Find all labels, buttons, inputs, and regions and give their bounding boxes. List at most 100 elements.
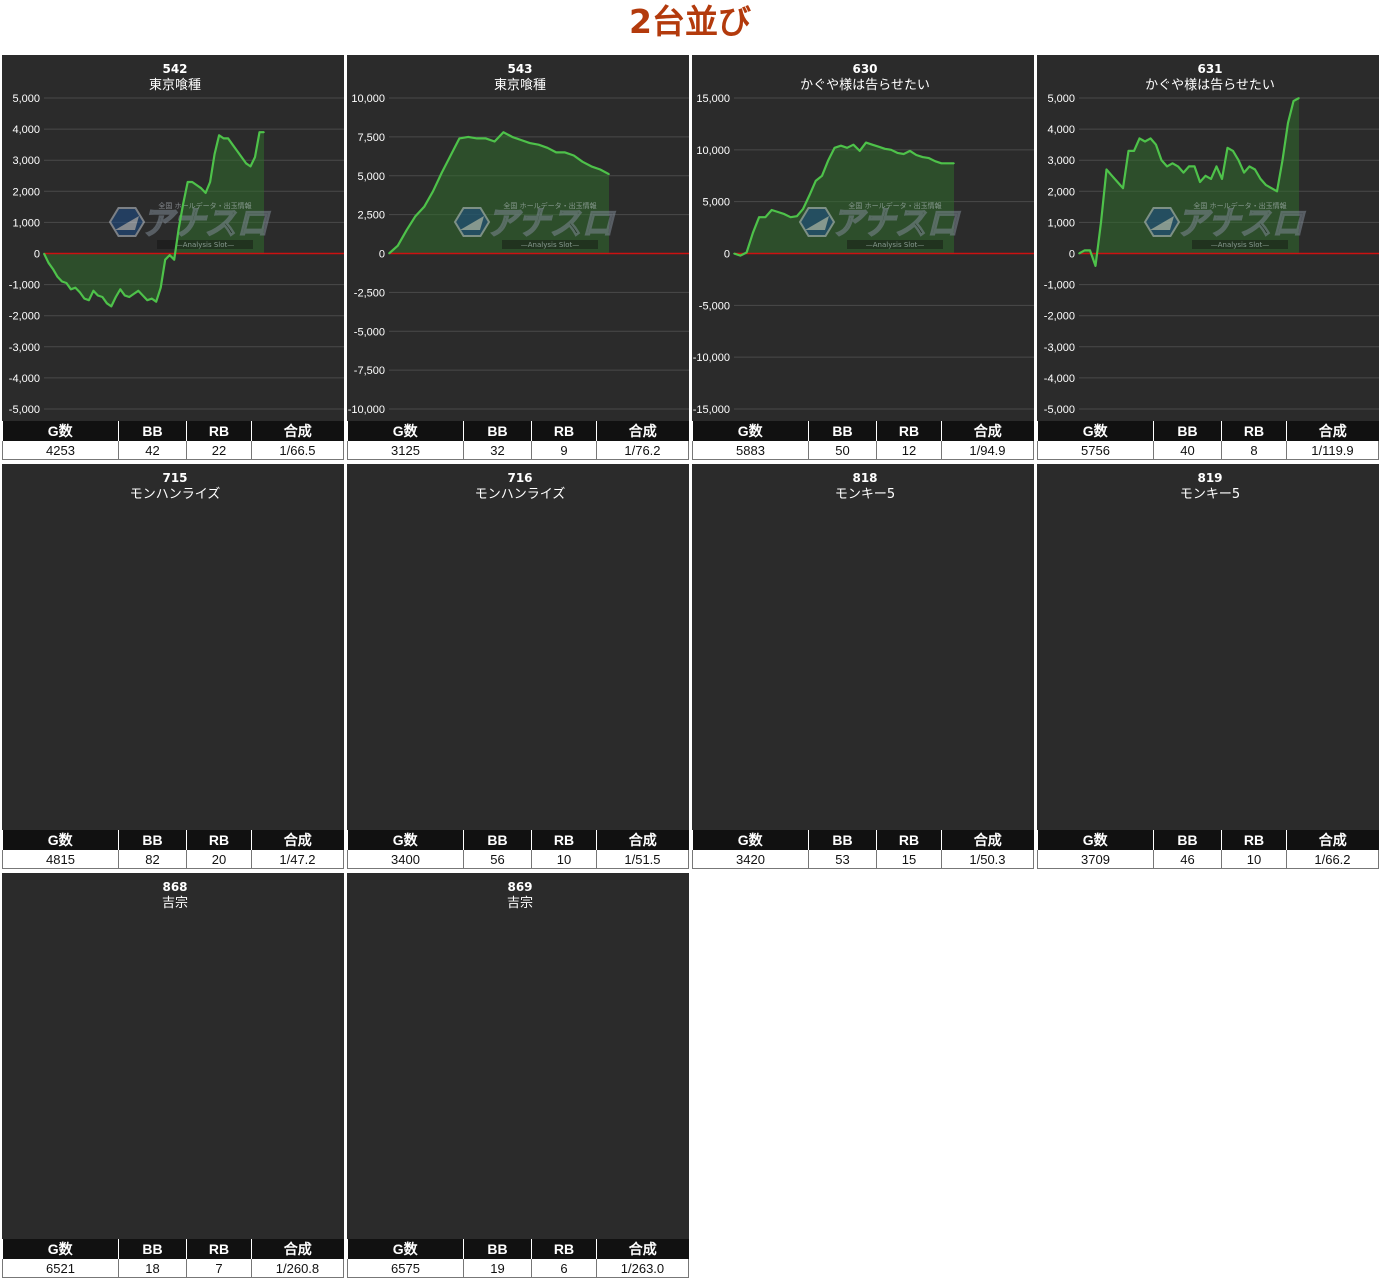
- games-value: 4253: [2, 441, 119, 460]
- combined-value: 1/66.5: [250, 441, 345, 460]
- slump-chart: 716モンハンライズ5,0004,0003,0002,0001,0000-1,0…: [347, 464, 689, 830]
- y-tick-label: 1,000: [1047, 217, 1075, 229]
- y-tick-label: 15,000: [696, 93, 730, 105]
- rb-header: RB: [186, 1239, 252, 1259]
- data-point: [1171, 162, 1174, 165]
- combined-header: 合成: [595, 421, 689, 441]
- data-point: [397, 244, 399, 247]
- data-point: [43, 252, 45, 255]
- data-point: [195, 184, 198, 186]
- data-point: [1138, 137, 1141, 140]
- rb-header: RB: [1221, 830, 1287, 850]
- data-point: [1078, 252, 1080, 255]
- y-tick-label: -5,000: [1044, 404, 1075, 416]
- machine-panel-543: 543 東京喰種 10,000 7,500 5,000 2,500 0 -2,500 -5,00…: [347, 55, 690, 464]
- machine-panel-868: 868吉宗5,0004,0003,0002,0001,0000-1,000-2,…: [2, 873, 345, 1282]
- data-point: [493, 140, 496, 143]
- y-tick-label: 2,000: [1047, 186, 1075, 198]
- data-point: [1204, 175, 1207, 177]
- watermark-text: アナスロ: [486, 204, 615, 242]
- data-point: [92, 290, 95, 292]
- y-tick-label: -5,000: [354, 326, 385, 338]
- data-point: [921, 156, 924, 158]
- machine-number: 819: [1197, 471, 1222, 485]
- data-point: [953, 162, 955, 165]
- bb-value: 40: [1152, 441, 1223, 460]
- data-point: [458, 137, 461, 140]
- machine-number: 543: [507, 62, 532, 76]
- combined-value: 1/260.8: [250, 1259, 345, 1278]
- data-point: [133, 293, 135, 295]
- y-tick-label: 5,000: [12, 93, 40, 105]
- machine-number: 716: [507, 471, 532, 485]
- machine-name: モンハンライズ: [130, 486, 221, 502]
- series-area: [44, 132, 264, 307]
- y-tick-label: -3,000: [1044, 342, 1075, 354]
- data-point: [1089, 249, 1091, 252]
- data-point: [1298, 97, 1300, 99]
- combined-header: 合成: [250, 1239, 344, 1259]
- data-point: [240, 156, 243, 158]
- data-point: [877, 145, 880, 148]
- data-point: [1270, 187, 1273, 189]
- y-tick-label: -4,000: [1044, 373, 1075, 385]
- combined-header: 合成: [595, 830, 689, 850]
- data-point: [70, 288, 72, 291]
- data-point: [590, 165, 593, 168]
- data-point: [764, 216, 767, 218]
- watermark-caption: 全国 ホールデータ・出玉情報: [1193, 201, 1286, 210]
- data-point: [902, 153, 905, 155]
- page-title: 2台並び: [629, 2, 751, 41]
- data-point: [155, 300, 157, 303]
- machine-panel-715: 715モンハンライズ5,0004,0003,0002,0001,0000-1,0…: [2, 464, 345, 873]
- bb-value: 19: [462, 1259, 533, 1278]
- data-point: [733, 252, 735, 255]
- data-point: [110, 305, 113, 308]
- games-value: 3400: [347, 850, 464, 869]
- y-tick-label: -3,000: [9, 342, 40, 354]
- data-point: [511, 136, 513, 138]
- data-point: [599, 168, 601, 171]
- combined-value: 1/47.2: [250, 850, 345, 869]
- watermark-logo-mark: [805, 216, 829, 230]
- data-point: [808, 194, 811, 197]
- watermark-sub: —Analysis Slot—: [866, 241, 924, 249]
- watermark-text: アナスロ: [1176, 204, 1305, 242]
- games-header: G数: [347, 830, 464, 850]
- bb-value: 82: [117, 850, 188, 869]
- watermark-sub-bg: [157, 240, 253, 249]
- data-point: [388, 252, 390, 255]
- data-point: [164, 258, 166, 261]
- machine-name: モンキー5: [835, 487, 895, 502]
- games-header: G数: [1037, 830, 1154, 850]
- y-tick-label: 4,000: [12, 124, 40, 136]
- data-point: [124, 294, 126, 297]
- data-point: [231, 143, 234, 146]
- y-tick-label: -1,000: [9, 280, 40, 292]
- data-point: [191, 181, 193, 183]
- watermark-sub-bg: [502, 240, 598, 249]
- data-point: [249, 165, 252, 168]
- y-tick-label: 5,000: [357, 171, 385, 183]
- games-header: G数: [692, 421, 809, 441]
- games-value: 3420: [692, 850, 809, 869]
- slump-chart: 630 かぐや様は告らせたい 15,000 10,000 5,000 0 -5,000 -10…: [692, 55, 1034, 421]
- y-tick-label: -2,500: [354, 287, 385, 299]
- machine-panel-716: 716モンハンライズ5,0004,0003,0002,0001,0000-1,0…: [347, 464, 690, 873]
- bb-value: 53: [807, 850, 878, 869]
- data-point: [581, 161, 584, 163]
- machine-panel-818: 818モンキー55,0004,0003,0002,0001,0000-1,000…: [692, 464, 1035, 873]
- rb-header: RB: [876, 421, 942, 441]
- data-point: [1122, 187, 1124, 189]
- data-point: [1292, 100, 1295, 102]
- data-point: [1265, 184, 1267, 186]
- watermark-caption: 全国 ホールデータ・出玉情報: [848, 201, 941, 210]
- rb-value: 15: [876, 850, 942, 869]
- y-tick-label: 2,500: [357, 210, 385, 222]
- data-point: [200, 187, 202, 189]
- combined-header: 合成: [250, 830, 344, 850]
- rb-header: RB: [531, 421, 597, 441]
- data-point: [182, 202, 184, 205]
